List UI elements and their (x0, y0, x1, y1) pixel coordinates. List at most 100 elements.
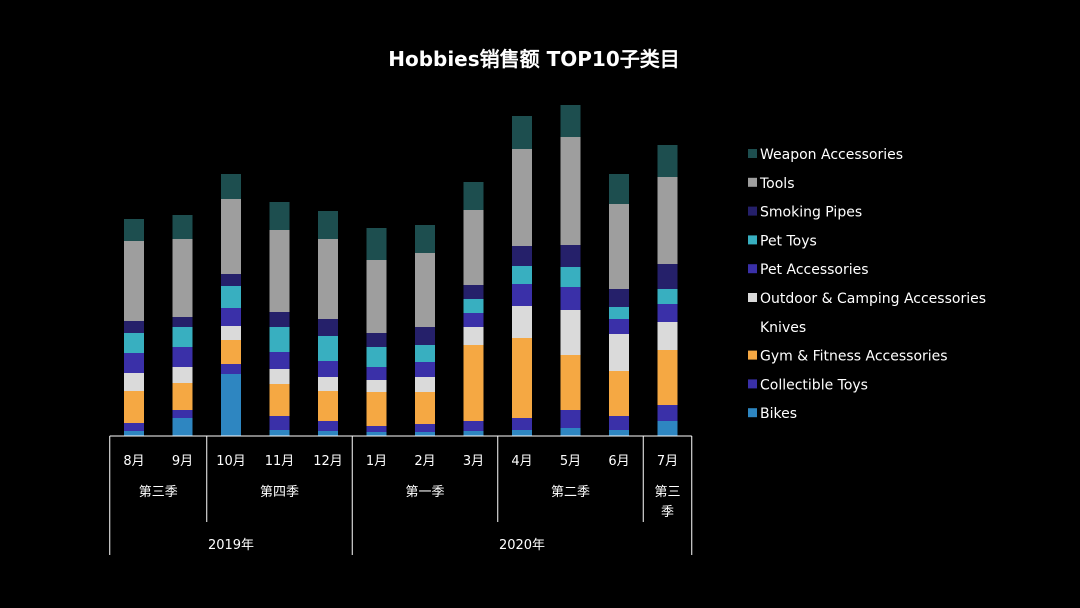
month-label: 5月 (560, 454, 581, 469)
bar-segment-4-7 (463, 327, 484, 345)
bar-segment-2-10 (609, 371, 629, 416)
bar-segment-6-8 (512, 266, 532, 284)
bar-segment-0-10 (609, 430, 629, 436)
bar-segment-7-7 (463, 285, 484, 299)
bar-segment-9-10 (609, 174, 629, 204)
year-label: 2020年 (499, 538, 545, 553)
bar-segment-6-0 (124, 333, 144, 353)
year-label: 2019年 (208, 538, 254, 553)
bar-segment-4-3 (269, 369, 290, 384)
bar-segment-2-4 (318, 391, 338, 421)
legend-label: Knives (760, 320, 806, 336)
bar-segment-4-1 (172, 367, 193, 383)
bar-segment-6-9 (560, 267, 581, 287)
bar-segment-2-1 (172, 383, 193, 410)
month-label: 2月 (414, 454, 435, 469)
bar-segment-6-2 (221, 286, 241, 308)
bar-segment-0-6 (415, 432, 435, 436)
bar-segment-9-4 (318, 211, 338, 239)
legend-swatch (748, 264, 757, 274)
bar-segment-9-8 (512, 116, 532, 149)
month-label: 9月 (172, 454, 193, 469)
bar-segment-5-2 (221, 308, 241, 326)
bar-segment-2-5 (366, 392, 387, 426)
bar-segment-5-4 (318, 361, 338, 377)
legend-swatch (748, 149, 757, 158)
legend-label: Pet Toys (760, 233, 817, 249)
quarter-label-cont: 季 (661, 505, 674, 520)
legend-swatch (748, 206, 757, 216)
bar-segment-7-10 (609, 289, 629, 307)
bar-segment-5-5 (366, 367, 387, 380)
bar-segment-7-2 (221, 274, 241, 286)
bar-segment-9-7 (463, 182, 484, 210)
bar-segment-0-8 (512, 430, 532, 436)
bar-segment-7-5 (366, 333, 387, 347)
quarter-label: 第三 (654, 485, 680, 500)
legend-swatch (748, 350, 757, 360)
bar-segment-1-5 (366, 426, 387, 432)
legend-label: Outdoor & Camping Accessories (760, 291, 986, 307)
bar-segment-5-0 (124, 353, 144, 373)
bar-segment-8-3 (269, 230, 290, 312)
bar-segment-1-3 (269, 416, 290, 430)
bar-segment-5-9 (560, 287, 581, 310)
bar-segment-1-4 (318, 421, 338, 431)
legend-swatch (748, 293, 757, 302)
bar-segment-4-0 (124, 373, 144, 391)
bar-segment-8-8 (512, 149, 532, 246)
bar-segment-6-11 (657, 289, 678, 304)
bar-segment-9-0 (124, 219, 144, 241)
legend-swatch (748, 408, 757, 418)
bar-segment-6-10 (609, 307, 629, 319)
bar-segment-7-9 (560, 245, 581, 267)
legend-label: Smoking Pipes (760, 205, 862, 221)
bar-segment-9-6 (415, 225, 435, 253)
bar-segment-8-10 (609, 204, 629, 289)
month-label: 1月 (366, 454, 387, 469)
bar-segment-5-7 (463, 313, 484, 327)
quarter-label: 第四季 (260, 485, 299, 500)
bar-segment-5-1 (172, 347, 193, 367)
bar-segment-1-2 (221, 364, 241, 374)
legend-swatch (748, 235, 757, 245)
quarter-label: 第一季 (405, 485, 444, 500)
legend-label: Gym & Fitness Accessories (760, 349, 948, 365)
legend-label: Pet Accessories (760, 262, 869, 278)
bar-segment-9-5 (366, 228, 387, 260)
bar-segment-4-2 (221, 326, 241, 340)
bar-segment-1-0 (124, 423, 144, 431)
month-label: 3月 (463, 454, 484, 469)
bar-segment-0-5 (366, 432, 387, 436)
bar-segment-4-8 (512, 306, 532, 338)
bar-segment-2-3 (269, 384, 290, 416)
month-label: 8月 (123, 454, 144, 469)
bar-segment-1-9 (560, 410, 581, 428)
month-label: 12月 (313, 454, 343, 469)
bar-segment-9-11 (657, 145, 678, 177)
bar-segment-0-2 (221, 374, 241, 436)
bar-segment-7-4 (318, 319, 338, 336)
bar-segment-8-9 (560, 137, 581, 245)
chart-title: Hobbies销售额 TOP10子类目 (388, 47, 680, 71)
bar-segment-0-3 (269, 430, 290, 436)
quarter-label: 第三季 (139, 485, 178, 500)
bar-segment-6-6 (415, 345, 435, 362)
bar-segment-4-9 (560, 310, 581, 355)
bar-segment-2-0 (124, 391, 144, 423)
bar-segment-7-11 (657, 264, 678, 289)
bar-segment-0-11 (657, 421, 678, 436)
bar-segment-8-5 (366, 260, 387, 333)
bar-segment-1-11 (657, 405, 678, 421)
bar-segment-8-1 (172, 239, 193, 317)
bar-segment-8-2 (221, 199, 241, 274)
bar-segment-4-6 (415, 377, 435, 392)
month-label: 6月 (608, 454, 629, 469)
bar-segment-9-1 (172, 215, 193, 239)
bar-segment-1-6 (415, 424, 435, 432)
bar-segment-5-3 (269, 352, 290, 369)
bar-segment-8-7 (463, 210, 484, 285)
month-label: 11月 (265, 454, 295, 469)
bar-segment-6-7 (463, 299, 484, 313)
